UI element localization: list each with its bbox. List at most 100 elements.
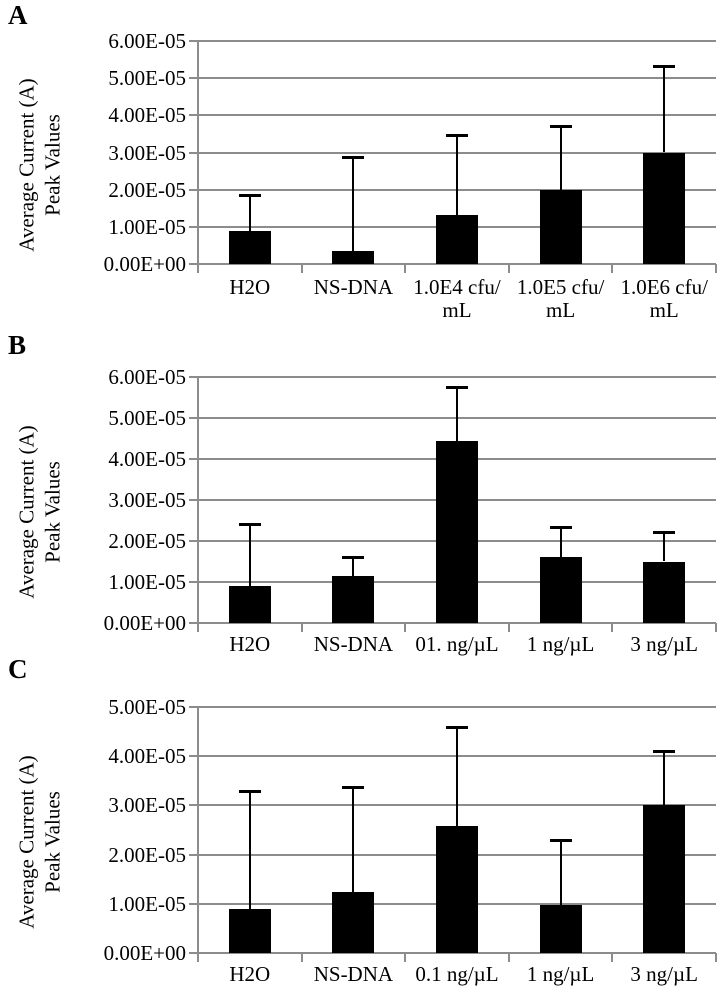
gridline	[198, 40, 716, 42]
error-bar-cap	[238, 789, 261, 793]
y-axis-tick	[189, 151, 198, 154]
y-axis-tick	[189, 499, 198, 501]
y-axis-tick	[189, 225, 198, 228]
bar	[332, 575, 375, 623]
x-axis-tick	[715, 953, 717, 962]
y-tick-label: 5.00E-05	[108, 66, 186, 91]
y-axis-line	[197, 376, 199, 632]
error-bar-cap	[653, 750, 676, 754]
panel-label: B	[8, 330, 27, 360]
bar	[539, 557, 582, 623]
y-tick-label: 4.00E-05	[108, 103, 186, 128]
y-axis-tick	[189, 188, 198, 191]
error-bar-line	[559, 527, 562, 558]
bar	[228, 908, 271, 953]
y-tick-label: 3.00E-05	[108, 488, 186, 512]
gridline	[198, 376, 716, 378]
y-axis-tick	[189, 952, 198, 954]
y-axis-line	[197, 706, 199, 962]
bar	[332, 250, 375, 264]
x-axis-tick	[300, 264, 303, 273]
y-axis-tick	[189, 417, 198, 419]
panel-label: A	[8, 0, 28, 30]
x-axis-tick	[404, 623, 407, 632]
error-bar-line	[559, 125, 562, 190]
y-axis-tick	[189, 755, 198, 758]
error-bar-cap	[238, 522, 261, 526]
gridline	[198, 263, 716, 265]
error-bar-line	[456, 726, 458, 827]
error-bar-line	[456, 134, 458, 215]
y-tick-label: 3.00E-05	[108, 140, 186, 165]
error-bar-line	[663, 751, 666, 806]
error-bar-cap	[342, 556, 365, 560]
x-axis-tick	[197, 953, 199, 962]
error-bar-line	[456, 387, 458, 441]
error-bar-line	[663, 65, 666, 153]
x-axis-tick	[197, 623, 199, 632]
x-axis-tick	[507, 623, 510, 632]
panel-label: C	[8, 654, 28, 684]
x-tick-label: 0.1 ng/µL	[415, 962, 499, 986]
bar	[539, 189, 582, 264]
gridline	[198, 622, 716, 624]
x-tick-label: 1 ng/µL	[526, 632, 595, 656]
error-bar-line	[248, 790, 251, 909]
y-axis-tick	[189, 853, 198, 856]
gridline	[198, 114, 716, 117]
y-axis-tick	[189, 804, 198, 807]
error-bar-cap	[549, 526, 572, 530]
x-tick-label: 01. ng/µL	[415, 632, 499, 656]
y-tick-label: 2.00E-05	[108, 529, 186, 553]
bar	[436, 826, 478, 953]
error-bar-cap	[653, 64, 676, 68]
x-axis-tick	[611, 264, 614, 273]
error-bar-line	[352, 156, 355, 251]
x-axis-tick	[404, 264, 407, 273]
y-tick-label: 6.00E-05	[108, 29, 186, 53]
gridline	[198, 952, 716, 954]
y-tick-label: 1.00E-05	[108, 570, 186, 594]
x-axis-tick	[507, 953, 510, 962]
y-axis-tick	[189, 376, 198, 378]
x-tick-label: 3 ng/µL	[630, 632, 698, 656]
bar	[436, 440, 478, 623]
x-axis-tick	[611, 623, 614, 632]
error-bar-cap	[446, 386, 468, 390]
y-axis-tick	[189, 706, 198, 708]
error-bar-cap	[653, 530, 676, 534]
bar	[436, 214, 478, 264]
y-tick-label: 6.00E-05	[108, 365, 186, 389]
bar	[539, 905, 582, 953]
x-tick-label: NS-DNA	[313, 962, 394, 986]
error-bar-cap	[549, 838, 572, 842]
y-tick-label: 1.00E-05	[108, 214, 186, 239]
y-axis-tick	[189, 622, 198, 624]
bar	[228, 586, 271, 623]
y-tick-label: 2.00E-05	[108, 842, 186, 867]
error-bar-cap	[549, 124, 572, 128]
gridline	[198, 77, 716, 80]
error-bar-line	[248, 523, 251, 587]
x-axis-tick	[715, 264, 717, 273]
x-tick-label: 1.0E4 cfu/ mL	[413, 275, 501, 323]
y-tick-label: 0.00E+00	[103, 611, 186, 635]
y-tick-label: 0.00E+00	[103, 252, 186, 276]
y-axis-tick	[189, 263, 198, 265]
bar	[228, 230, 271, 264]
bar	[332, 891, 375, 953]
y-tick-label: 4.00E-05	[108, 744, 186, 769]
y-tick-label: 4.00E-05	[108, 447, 186, 471]
error-bar-cap	[238, 194, 261, 198]
x-axis-tick	[507, 264, 510, 273]
error-bar-cap	[446, 133, 468, 137]
x-tick-label: H2O	[229, 275, 271, 299]
y-tick-label: 5.00E-05	[108, 695, 186, 719]
y-axis-tick	[189, 114, 198, 117]
x-tick-label: 3 ng/µL	[630, 962, 698, 986]
x-tick-label: H2O	[229, 632, 271, 656]
bar	[643, 152, 686, 264]
error-bar-line	[352, 557, 355, 576]
y-axis-line	[197, 40, 199, 273]
